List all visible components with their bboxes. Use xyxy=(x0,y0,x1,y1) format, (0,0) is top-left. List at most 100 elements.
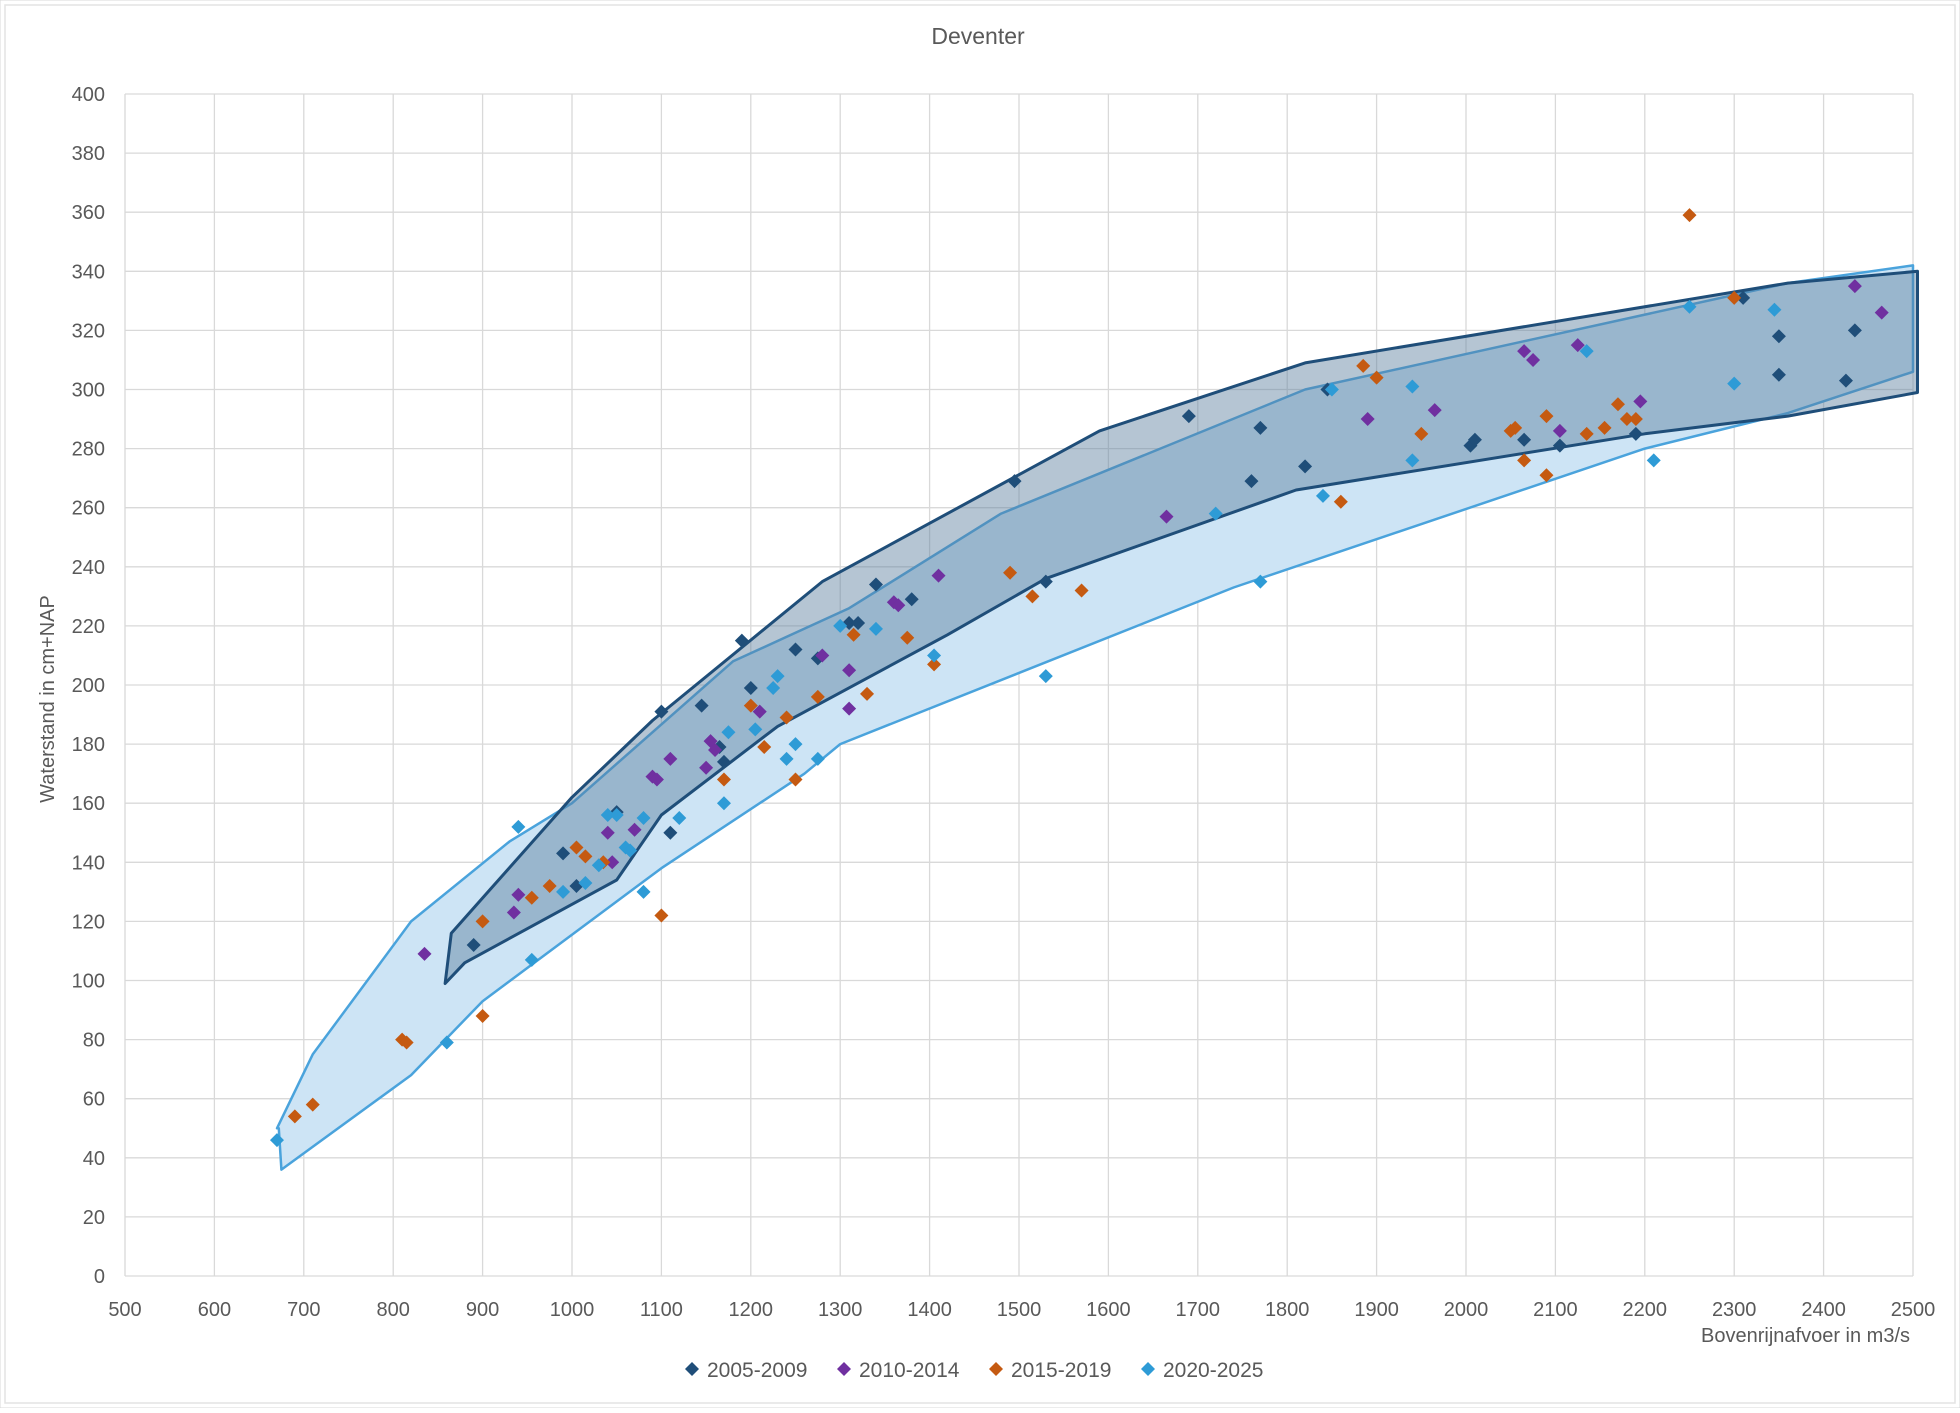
x-tick-label: 1100 xyxy=(640,1299,683,1321)
data-point-series-2 xyxy=(1517,344,1532,359)
y-tick-label: 380 xyxy=(72,143,105,165)
data-point-series-4 xyxy=(623,843,638,858)
data-point-series-2 xyxy=(842,663,857,678)
legend-marker-2 xyxy=(837,1362,851,1376)
envelope-layer xyxy=(275,264,1919,1171)
y-tick-label: 200 xyxy=(72,675,105,697)
data-point-series-1 xyxy=(1007,474,1022,489)
data-point-series-1 xyxy=(1253,420,1268,435)
data-point-series-3 xyxy=(399,1035,414,1050)
data-point-series-3 xyxy=(475,1008,490,1023)
data-point-series-3 xyxy=(1074,583,1089,598)
data-point-series-2 xyxy=(511,887,526,902)
data-point-series-1 xyxy=(716,754,731,769)
data-point-series-2 xyxy=(815,648,830,663)
data-point-series-4 xyxy=(1405,379,1420,394)
data-point-series-1 xyxy=(1467,432,1482,447)
data-point-series-4 xyxy=(1682,299,1697,314)
y-tick-label: 60 xyxy=(83,1089,105,1111)
x-tick-label: 1600 xyxy=(1086,1299,1131,1321)
data-point-series-4 xyxy=(439,1035,454,1050)
data-point-series-3 xyxy=(1517,453,1532,468)
tick-layer: 500 600 700 800 900 1000 1100 1200 1300 1400 1500 1… xyxy=(72,84,1936,1321)
data-point-series-2 xyxy=(1526,352,1541,367)
data-point-series-3 xyxy=(788,772,803,787)
legend-label-3: 2015-2019 xyxy=(1011,1359,1111,1382)
x-tick-label: 1700 xyxy=(1176,1299,1221,1321)
y-tick-label: 400 xyxy=(72,84,105,106)
x-tick-label: 2300 xyxy=(1712,1299,1757,1321)
legend-marker-3 xyxy=(989,1362,1003,1376)
data-point-series-4 xyxy=(1646,453,1661,468)
y-tick-label: 120 xyxy=(72,911,105,933)
data-point-series-3 xyxy=(1628,412,1643,427)
data-point-series-1 xyxy=(904,592,919,607)
x-tick-label: 1900 xyxy=(1354,1299,1399,1321)
data-point-series-1 xyxy=(1038,574,1053,589)
data-point-series-2 xyxy=(752,704,767,719)
data-point-series-3 xyxy=(1682,208,1697,223)
data-point-series-4 xyxy=(716,796,731,811)
x-tick-label: 1400 xyxy=(907,1299,952,1321)
data-point-series-3 xyxy=(1333,494,1348,509)
y-tick-label: 180 xyxy=(72,734,105,756)
data-point-series-4 xyxy=(600,808,615,823)
data-point-series-2 xyxy=(605,855,620,870)
y-tick-label: 100 xyxy=(72,971,105,993)
data-point-series-4 xyxy=(833,618,848,633)
x-tick-label: 700 xyxy=(287,1299,320,1321)
data-point-series-1 xyxy=(734,633,749,648)
data-point-series-3 xyxy=(810,689,825,704)
data-point-series-1 xyxy=(1552,438,1567,453)
data-point-series-3 xyxy=(1508,420,1523,435)
envelope-2 xyxy=(443,269,1919,985)
data-point-series-1 xyxy=(1838,373,1853,388)
data-point-series-1 xyxy=(1298,459,1313,474)
data-point-series-4 xyxy=(609,808,624,823)
data-point-series-3 xyxy=(524,890,539,905)
data-point-series-2 xyxy=(1360,412,1375,427)
data-point-series-4 xyxy=(779,751,794,766)
y-tick-label: 220 xyxy=(72,616,105,638)
data-point-series-2 xyxy=(506,905,521,920)
data-point-series-4 xyxy=(556,884,571,899)
envelope-1 xyxy=(275,264,1915,1171)
data-point-series-2 xyxy=(1874,305,1889,320)
data-point-series-3 xyxy=(1539,409,1554,424)
data-point-series-4 xyxy=(1253,574,1268,589)
x-tick-label: 1200 xyxy=(729,1299,774,1321)
data-point-series-1 xyxy=(694,698,709,713)
x-tick-label: 1800 xyxy=(1265,1299,1310,1321)
data-point-series-3 xyxy=(654,908,669,923)
grid-layer xyxy=(124,93,1914,1277)
data-point-series-4 xyxy=(1324,382,1339,397)
legend-marker-1 xyxy=(685,1362,699,1376)
y-tick-label: 20 xyxy=(83,1207,105,1229)
data-point-series-4 xyxy=(770,669,785,684)
data-point-series-3 xyxy=(1414,426,1429,441)
data-point-series-2 xyxy=(1847,279,1862,294)
x-tick-label: 500 xyxy=(108,1299,141,1321)
points-layer xyxy=(269,208,1889,1148)
data-point-series-1 xyxy=(1181,409,1196,424)
data-point-series-4 xyxy=(766,680,781,695)
y-tick-label: 320 xyxy=(72,320,105,342)
data-point-series-4 xyxy=(1405,453,1420,468)
data-point-series-2 xyxy=(699,760,714,775)
x-tick-label: 2000 xyxy=(1444,1299,1489,1321)
data-point-series-3 xyxy=(900,630,915,645)
data-point-series-2 xyxy=(649,772,664,787)
y-tick-label: 360 xyxy=(72,202,105,224)
data-point-series-4 xyxy=(511,819,526,834)
data-point-series-1 xyxy=(1847,323,1862,338)
x-tick-label: 600 xyxy=(198,1299,231,1321)
data-point-series-2 xyxy=(1159,509,1174,524)
legend: 2005-2009 2010-2014 2015-2019 2020-2025 xyxy=(685,1359,1263,1382)
y-tick-label: 280 xyxy=(72,439,105,461)
data-point-series-1 xyxy=(1517,432,1532,447)
y-tick-label: 80 xyxy=(83,1030,105,1052)
data-point-series-3 xyxy=(716,772,731,787)
data-point-series-4 xyxy=(810,751,825,766)
